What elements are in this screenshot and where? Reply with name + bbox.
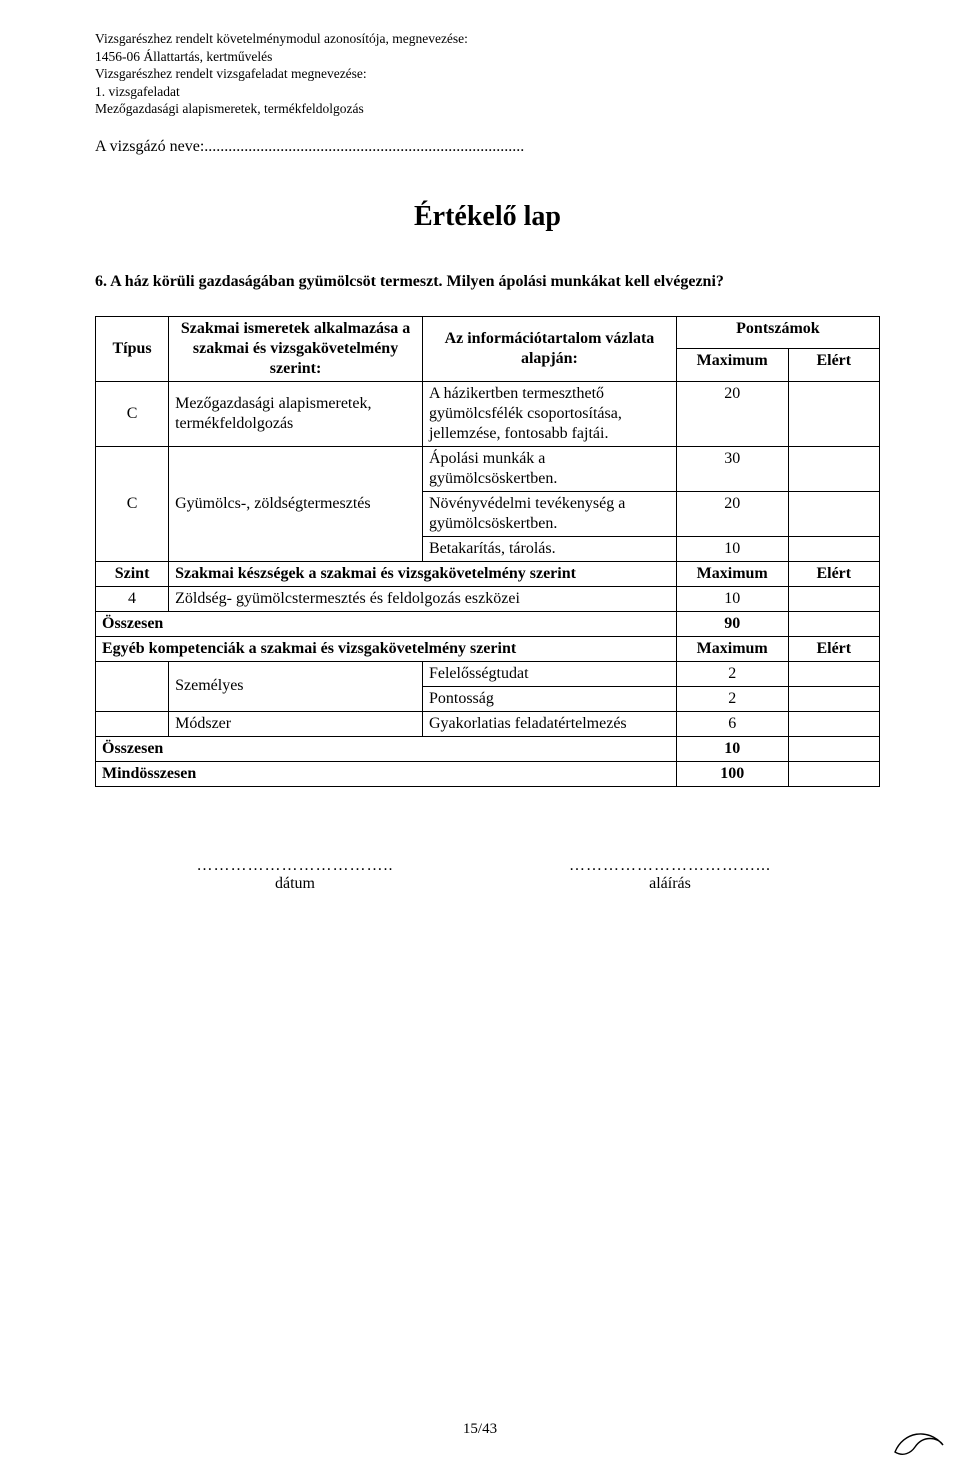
cell-got[interactable] <box>788 586 879 611</box>
subtotal-value: 90 <box>676 611 788 636</box>
th-got: Elért <box>788 561 879 586</box>
signature-column: ……………………………... aláírás <box>540 857 800 893</box>
cell-empty <box>96 711 169 736</box>
cell-got[interactable] <box>788 661 879 686</box>
evaluation-table: Típus Szakmai ismeretek alkalmazása a sz… <box>95 316 880 787</box>
signature-row: …………………………….. dátum ……………………………... aláír… <box>95 857 880 893</box>
signature-label: aláírás <box>540 875 800 893</box>
cell-max: 20 <box>676 491 788 536</box>
other-heading: Egyéb kompetenciák a szakmai és vizsgakö… <box>96 636 677 661</box>
header-line-4: 1. vizsgafeladat <box>95 83 880 101</box>
date-label: dátum <box>165 875 425 893</box>
page-title: Értékelő lap <box>95 201 880 233</box>
cell-left: Mezőgazdasági alapismeretek, termékfeldo… <box>169 381 423 446</box>
th-szint: Szint <box>96 561 169 586</box>
th-got: Elért <box>788 349 879 382</box>
table-row: Módszer Gyakorlatias feladatértelmezés 6 <box>96 711 880 736</box>
date-column: …………………………….. dátum <box>165 857 425 893</box>
cell-max: 6 <box>676 711 788 736</box>
header-block: Vizsgarészhez rendelt követelménymodul a… <box>95 30 880 118</box>
cell-info: Betakarítás, tárolás. <box>422 536 676 561</box>
th-scores: Pontszámok <box>676 316 879 349</box>
question-text: 6. A ház körüli gazdaságában gyümölcsöt … <box>95 273 880 291</box>
cell-got[interactable] <box>788 446 879 491</box>
subtotal-label: Összesen <box>96 736 677 761</box>
table-row: C Mezőgazdasági alapismeretek, termékfel… <box>96 381 880 446</box>
subtotal-label: Összesen <box>96 611 677 636</box>
cell-category: Módszer <box>169 711 423 736</box>
subtotal-row: Összesen 90 <box>96 611 880 636</box>
th-got: Elért <box>788 636 879 661</box>
th-info: Az információtartalom vázlata alapján: <box>422 316 676 381</box>
cell-type: C <box>96 381 169 446</box>
total-value: 100 <box>676 761 788 786</box>
cell-max: 10 <box>676 536 788 561</box>
cell-max: 10 <box>676 586 788 611</box>
cell-info: Ápolási munkák a gyümölcsöskertben. <box>422 446 676 491</box>
examinee-name-line: A vizsgázó neve:........................… <box>95 138 880 156</box>
table-header-row: Típus Szakmai ismeretek alkalmazása a sz… <box>96 316 880 349</box>
subtotal-value: 10 <box>676 736 788 761</box>
signature-dots: ……………………………... <box>540 857 800 875</box>
th-max: Maximum <box>676 561 788 586</box>
th-type: Típus <box>96 316 169 381</box>
cell-got[interactable] <box>788 686 879 711</box>
cell-left: Gyümölcs-, zöldségtermesztés <box>169 446 423 561</box>
th-max: Maximum <box>676 349 788 382</box>
cell-info: A házikertben termeszthető gyümölcsfélék… <box>422 381 676 446</box>
cell-info: Gyakorlatias feladatértelmezés <box>422 711 676 736</box>
subtotal-row: Összesen 10 <box>96 736 880 761</box>
header-line-5: Mezőgazdasági alapismeretek, termékfeldo… <box>95 100 880 118</box>
cell-info: Felelősségtudat <box>422 661 676 686</box>
cell-info: Pontosság <box>422 686 676 711</box>
th-skills-heading: Szakmai készségek a szakmai és vizsgaköv… <box>169 561 677 586</box>
date-dots: …………………………….. <box>165 857 425 875</box>
cell-category: Személyes <box>169 661 423 711</box>
skills-header-row: Szint Szakmai készségek a szakmai és viz… <box>96 561 880 586</box>
total-row: Mindösszesen 100 <box>96 761 880 786</box>
header-line-3: Vizsgarészhez rendelt vizsgafeladat megn… <box>95 65 880 83</box>
cell-max: 30 <box>676 446 788 491</box>
cell-got[interactable] <box>788 761 879 786</box>
cell-got[interactable] <box>788 381 879 446</box>
cell-max: 2 <box>676 686 788 711</box>
th-left: Szakmai ismeretek alkalmazása a szakmai … <box>169 316 423 381</box>
page-number: 15/43 <box>0 1421 960 1438</box>
cell-skill-text: Zöldség- gyümölcstermesztés és feldolgoz… <box>169 586 677 611</box>
table-row: Személyes Felelősségtudat 2 <box>96 661 880 686</box>
header-line-2: 1456-06 Állattartás, kertművelés <box>95 48 880 66</box>
cell-max: 2 <box>676 661 788 686</box>
cell-type: C <box>96 446 169 561</box>
table-row: C Gyümölcs-, zöldségtermesztés Ápolási m… <box>96 446 880 491</box>
cell-got[interactable] <box>788 736 879 761</box>
cell-got[interactable] <box>788 536 879 561</box>
cell-empty <box>96 661 169 711</box>
cell-got[interactable] <box>788 611 879 636</box>
th-max: Maximum <box>676 636 788 661</box>
table-row: 4 Zöldség- gyümölcstermesztés és feldolg… <box>96 586 880 611</box>
other-header-row: Egyéb kompetenciák a szakmai és vizsgakö… <box>96 636 880 661</box>
header-line-1: Vizsgarészhez rendelt követelménymodul a… <box>95 30 880 48</box>
page-curl-icon <box>893 1417 948 1457</box>
cell-got[interactable] <box>788 711 879 736</box>
cell-info: Növényvédelmi tevékenység a gyümölcsöske… <box>422 491 676 536</box>
cell-level: 4 <box>96 586 169 611</box>
total-label: Mindösszesen <box>96 761 677 786</box>
cell-got[interactable] <box>788 491 879 536</box>
cell-max: 20 <box>676 381 788 446</box>
